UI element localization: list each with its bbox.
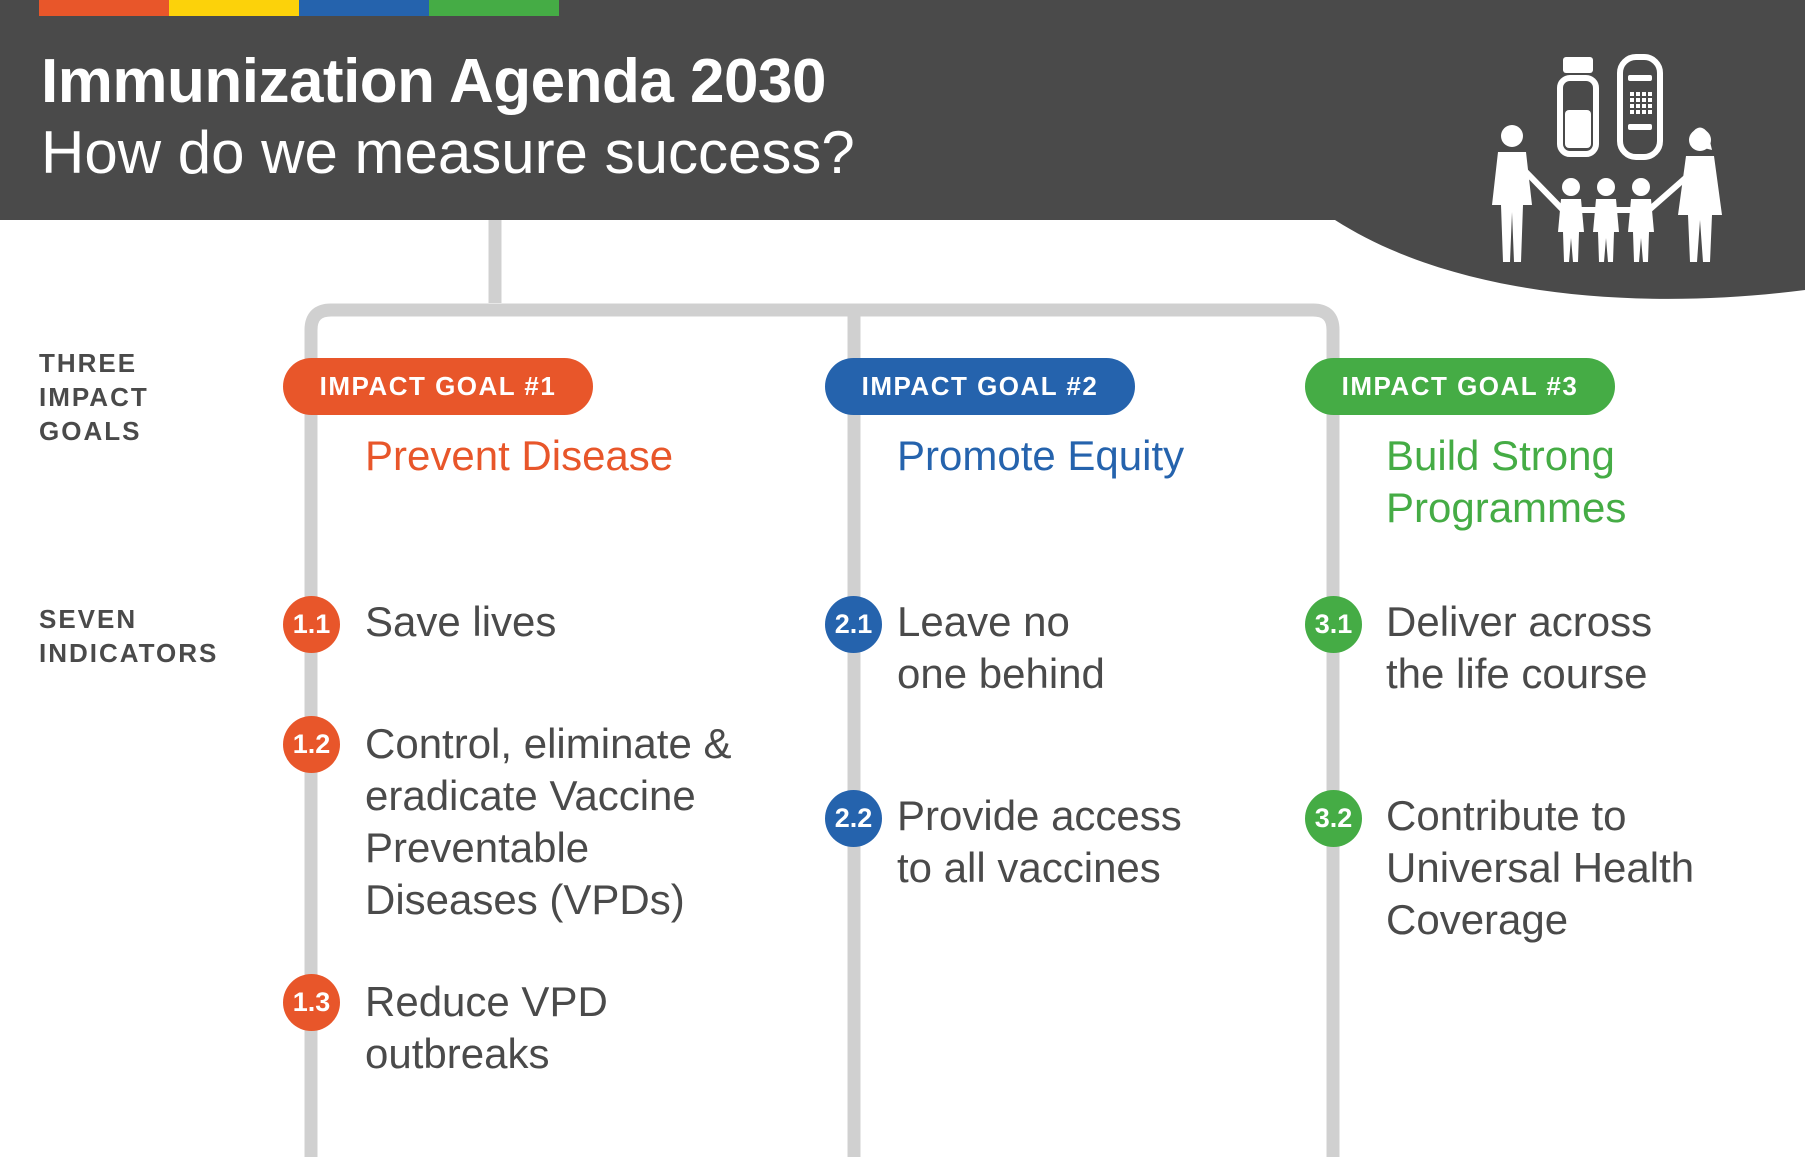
page-title: Immunization Agenda 2030 bbox=[41, 47, 826, 116]
row-label-indicators-line: INDICATORS bbox=[39, 638, 219, 668]
row-label-indicators-line: SEVEN bbox=[39, 604, 138, 634]
impact-goal-2-title: Promote Equity bbox=[897, 430, 1184, 482]
indicator-text-line: Contribute to bbox=[1386, 792, 1627, 839]
indicator-2-2-text: Provide access to all vaccines bbox=[897, 790, 1182, 894]
indicator-3-1-badge: 3.1 bbox=[1305, 596, 1362, 653]
indicator-text-line: Universal Health bbox=[1386, 844, 1695, 891]
indicator-text-line: Diseases (VPDs) bbox=[365, 876, 685, 923]
indicator-text-line: Save lives bbox=[365, 598, 557, 645]
indicator-2-1-text: Leave no one behind bbox=[897, 596, 1105, 700]
impact-goal-3-pill: IMPACT GOAL #3 bbox=[1305, 358, 1615, 415]
indicator-text-line: Deliver across bbox=[1386, 598, 1653, 645]
indicator-text-line: Preventable bbox=[365, 824, 590, 871]
indicator-text-line: eradicate Vaccine bbox=[365, 772, 696, 819]
indicator-3-2-badge: 3.2 bbox=[1305, 790, 1362, 847]
indicator-1-3-text: Reduce VPD outbreaks bbox=[365, 976, 608, 1080]
indicator-3-2-text: Contribute to Universal Health Coverage bbox=[1386, 790, 1694, 946]
stripe-green bbox=[429, 0, 559, 16]
impact-goal-3-title-line: Build Strong bbox=[1386, 432, 1615, 479]
indicator-1-2-text: Control, eliminate & eradicate Vaccine P… bbox=[365, 718, 732, 926]
indicator-text-line: Control, eliminate & bbox=[365, 720, 732, 767]
indicator-text-line: Reduce VPD bbox=[365, 978, 608, 1025]
indicator-2-2-badge: 2.2 bbox=[825, 790, 882, 847]
stripe-yellow bbox=[169, 0, 299, 16]
indicator-text-line: to all vaccines bbox=[897, 844, 1161, 891]
indicator-1-1-badge: 1.1 bbox=[283, 596, 340, 653]
indicator-3-1-text: Deliver across the life course bbox=[1386, 596, 1652, 700]
indicator-1-2-badge: 1.2 bbox=[283, 716, 340, 773]
page-subtitle: How do we measure success? bbox=[41, 119, 855, 186]
impact-goal-1-pill: IMPACT GOAL #1 bbox=[283, 358, 593, 415]
row-label-goals: THREE IMPACT GOALS bbox=[39, 346, 149, 448]
header-band bbox=[0, 0, 1805, 299]
stripe-blue bbox=[299, 0, 429, 16]
row-label-goals-line: THREE bbox=[39, 348, 138, 378]
connector-lines bbox=[304, 220, 1340, 1157]
stripe-orange bbox=[39, 0, 169, 16]
indicator-text-line: one behind bbox=[897, 650, 1105, 697]
impact-goal-1-title: Prevent Disease bbox=[365, 430, 673, 482]
indicator-text-line: Provide access bbox=[897, 792, 1182, 839]
indicator-text-line: the life course bbox=[1386, 650, 1648, 697]
impact-goal-2-pill: IMPACT GOAL #2 bbox=[825, 358, 1135, 415]
impact-goal-3-title-line: Programmes bbox=[1386, 484, 1627, 531]
row-label-goals-line: IMPACT bbox=[39, 382, 149, 412]
indicator-text-line: outbreaks bbox=[365, 1030, 550, 1077]
impact-goal-2-title-line: Promote Equity bbox=[897, 432, 1185, 479]
impact-goal-3-title: Build Strong Programmes bbox=[1386, 430, 1626, 534]
family-vaccine-icon bbox=[1492, 54, 1722, 262]
indicator-text-line: Leave no bbox=[897, 598, 1070, 645]
indicator-text-line: Coverage bbox=[1386, 896, 1569, 943]
impact-goal-1-title-line: Prevent Disease bbox=[365, 432, 674, 479]
indicator-2-1-badge: 2.1 bbox=[825, 596, 882, 653]
row-label-indicators: SEVEN INDICATORS bbox=[39, 602, 218, 670]
indicator-1-1-text: Save lives bbox=[365, 596, 556, 648]
row-label-goals-line: GOALS bbox=[39, 416, 142, 446]
indicator-1-3-badge: 1.3 bbox=[283, 974, 340, 1031]
